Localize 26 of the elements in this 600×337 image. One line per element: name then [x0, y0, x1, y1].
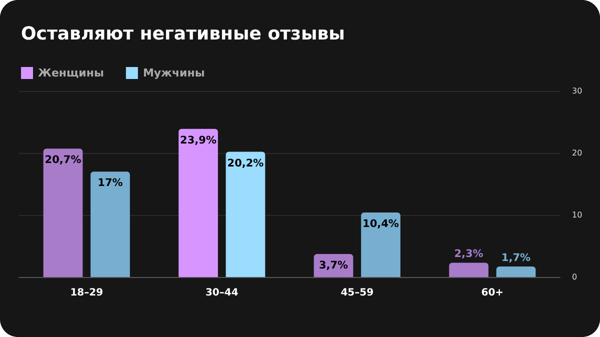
y-tick-label: 0 [572, 272, 578, 282]
data-label: 23,9% [180, 134, 217, 146]
bar [361, 212, 400, 277]
y-tick-label: 10 [572, 210, 582, 220]
x-tick-label: 60+ [481, 288, 504, 298]
data-label: 2,3% [454, 248, 484, 260]
x-tick-label: 30–44 [205, 288, 238, 298]
data-label: 20,7% [44, 154, 82, 166]
bar [449, 262, 488, 277]
y-tick-label: 30 [572, 86, 582, 96]
chart-title: Оставляют негативные отзывы [21, 24, 345, 44]
legend-label: Женщины [38, 66, 104, 80]
data-label: 3,7% [318, 260, 349, 272]
data-label: 20,2% [227, 157, 264, 170]
data-label: 1,7% [501, 252, 532, 264]
y-tick-label: 20 [572, 148, 582, 158]
x-tick-label: 18–29 [70, 288, 104, 298]
x-tick-label: 45–59 [340, 288, 374, 298]
bar [496, 266, 536, 277]
legend-label: Мужчины [142, 66, 205, 80]
bar [43, 148, 83, 277]
bar [226, 152, 266, 277]
bar [90, 172, 130, 277]
bar [178, 128, 218, 277]
data-label: 10,4% [362, 218, 400, 230]
data-label: 17% [98, 177, 124, 190]
